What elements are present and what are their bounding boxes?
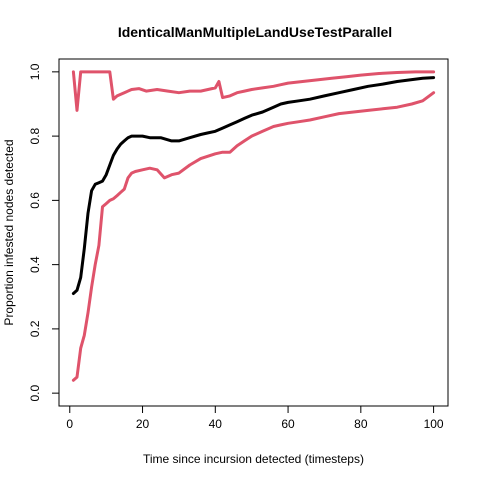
y-axis-label: Proportion infested nodes detected xyxy=(2,139,16,325)
series-line-lower xyxy=(71,91,436,382)
y-tick-label: 0.0 xyxy=(28,384,42,401)
x-axis-label: Time since incursion detected (timesteps… xyxy=(143,452,364,466)
x-tick-label: 100 xyxy=(424,417,444,431)
y-axis: 0.0 0.2 0.4 0.6 0.8 1.0 xyxy=(28,63,60,401)
y-tick-label: 0.4 xyxy=(28,256,42,273)
y-tick-label: 0.8 xyxy=(28,127,42,144)
chart-title: IdenticalManMultipleLandUseTestParallel xyxy=(118,24,392,40)
x-tick-label: 40 xyxy=(209,417,223,431)
series-layer xyxy=(71,70,436,382)
series-line-upper xyxy=(71,70,436,112)
x-tick-label: 0 xyxy=(66,417,73,431)
x-tick-label: 60 xyxy=(281,417,295,431)
y-tick-label: 1.0 xyxy=(28,63,42,80)
y-tick-label: 0.2 xyxy=(28,320,42,337)
series-line-mean xyxy=(71,76,436,295)
x-tick-label: 20 xyxy=(136,417,150,431)
x-axis: 0 20 40 60 80 100 xyxy=(66,405,444,431)
plot-frame xyxy=(58,58,449,407)
x-tick-label: 80 xyxy=(354,417,368,431)
y-tick-label: 0.6 xyxy=(28,192,42,209)
